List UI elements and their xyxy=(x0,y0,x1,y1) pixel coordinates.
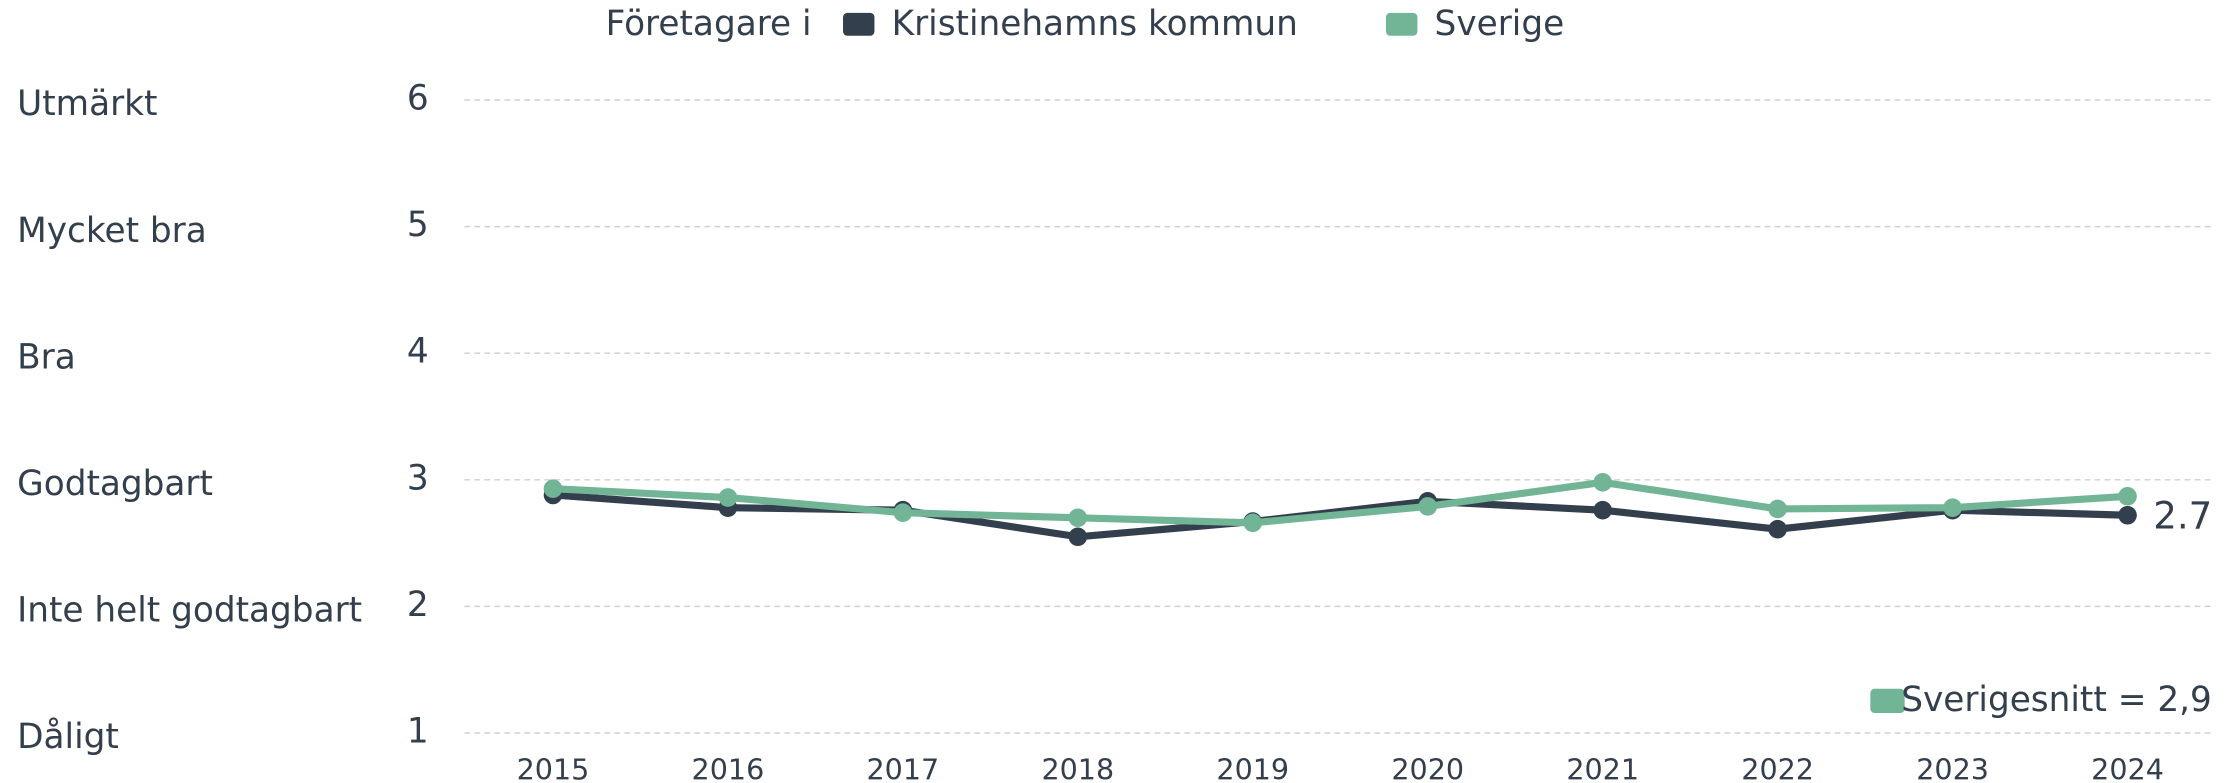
y-tick-description: Inte helt godtagbart xyxy=(17,591,362,631)
y-tick-description: Mycket bra xyxy=(17,211,207,251)
y-tick-label: 2 xyxy=(407,585,429,625)
y-tick-description: Dåligt xyxy=(17,717,119,757)
data-point xyxy=(2118,486,2137,506)
y-tick-label: 1 xyxy=(407,711,429,751)
x-tick-label: 2019 xyxy=(1216,753,1289,783)
data-point xyxy=(1068,508,1088,528)
data-point xyxy=(1593,500,1612,520)
x-tick-label: 2024 xyxy=(2091,753,2164,783)
y-tick-label: 5 xyxy=(407,205,429,245)
x-tick-label: 2017 xyxy=(867,753,940,783)
y-tick-label: 6 xyxy=(407,79,429,119)
data-point xyxy=(1418,497,1438,516)
y-tick-label: 3 xyxy=(407,458,429,498)
legend-title: Företagare i xyxy=(606,4,812,44)
data-point xyxy=(718,488,738,507)
data-point xyxy=(1243,513,1263,533)
y-tick-description: Godtagbart xyxy=(17,464,213,504)
y-tick-description: Bra xyxy=(17,337,76,377)
data-point xyxy=(1943,498,1962,517)
x-tick-label: 2015 xyxy=(517,753,590,783)
data-point xyxy=(2118,505,2137,525)
data-point xyxy=(1768,499,1787,519)
legend-swatch xyxy=(843,12,875,36)
data-point xyxy=(1068,527,1088,547)
data-point xyxy=(543,479,563,498)
x-tick-label: 2016 xyxy=(692,753,765,783)
x-tick-label: 2018 xyxy=(1041,753,1114,783)
annotation: Sverigesnitt = 2,9 xyxy=(1901,680,2212,720)
data-point xyxy=(1593,473,1612,492)
annotation-swatch xyxy=(1870,688,1905,713)
legend-label: Kristinehamns kommun xyxy=(892,4,1298,44)
y-tick-label: 4 xyxy=(407,332,429,372)
x-tick-label: 2021 xyxy=(1566,753,1639,783)
series-line xyxy=(552,478,2128,527)
y-tick-description: Utmärkt xyxy=(17,84,157,124)
data-point xyxy=(893,503,913,523)
legend-label: Sverige xyxy=(1435,4,1565,44)
data-label: 2.7 xyxy=(2153,495,2212,538)
x-tick-label: 2020 xyxy=(1391,753,1464,783)
x-tick-label: 2023 xyxy=(1916,753,1989,783)
legend-swatch xyxy=(1385,12,1418,36)
x-tick-label: 2022 xyxy=(1741,753,1814,783)
data-point xyxy=(1768,519,1787,539)
